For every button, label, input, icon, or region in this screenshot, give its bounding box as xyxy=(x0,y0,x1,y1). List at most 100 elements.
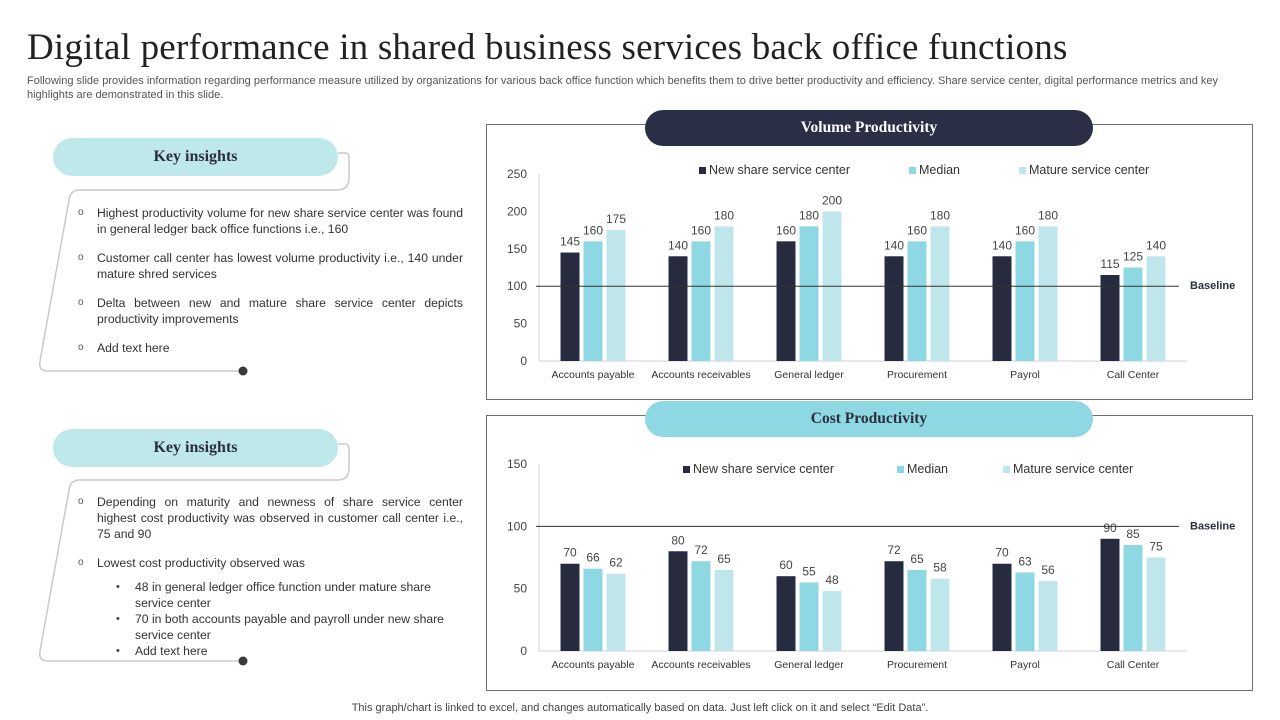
legend-swatch xyxy=(1019,167,1026,174)
bar xyxy=(907,241,927,361)
insights-list-1: Highest productivity volume for new shar… xyxy=(78,205,463,369)
data-label: 90 xyxy=(1103,521,1117,535)
insight-subitem: Add text here xyxy=(97,643,463,659)
data-label: 140 xyxy=(668,238,688,252)
key-insights-heading-2: Key insights xyxy=(53,429,338,467)
y-tick-label: 150 xyxy=(507,242,527,256)
data-label: 160 xyxy=(776,223,796,237)
y-tick-label: 100 xyxy=(507,279,527,293)
bar xyxy=(1146,557,1166,651)
x-tick-label: General ledger xyxy=(774,659,844,671)
volume-chart-title: Volume Productivity xyxy=(645,110,1093,146)
bar xyxy=(1123,545,1143,651)
bar xyxy=(1100,274,1120,361)
legend-label: Median xyxy=(907,462,948,476)
bar xyxy=(1038,581,1058,651)
data-label: 160 xyxy=(691,223,711,237)
x-tick-label: Procurement xyxy=(887,659,947,671)
data-label: 60 xyxy=(779,558,793,572)
y-tick-label: 50 xyxy=(514,582,528,596)
data-label: 66 xyxy=(586,551,600,565)
insight-item: Customer call center has lowest volume p… xyxy=(78,250,463,282)
data-label: 140 xyxy=(992,238,1012,252)
y-tick-label: 50 xyxy=(514,317,528,331)
y-tick-label: 250 xyxy=(507,167,527,181)
bar xyxy=(668,256,688,361)
x-tick-label: Procurement xyxy=(887,369,947,381)
key-insights-heading-1: Key insights xyxy=(53,138,338,176)
data-label: 175 xyxy=(606,212,626,226)
bar xyxy=(884,256,904,361)
cost-chart-title: Cost Productivity xyxy=(645,401,1093,437)
legend-swatch xyxy=(1003,466,1010,473)
bar xyxy=(822,591,842,651)
bar xyxy=(799,226,819,361)
bar xyxy=(884,561,904,651)
insight-item: Delta between new and mature share servi… xyxy=(78,295,463,327)
bar xyxy=(583,568,603,651)
bullet-dot-icon xyxy=(238,366,248,376)
legend-swatch xyxy=(699,167,706,174)
data-label: 160 xyxy=(907,223,927,237)
x-tick-label: Accounts receivables xyxy=(651,369,750,381)
bar xyxy=(1146,256,1166,361)
x-tick-label: Payrol xyxy=(1010,369,1040,381)
bar xyxy=(583,241,603,361)
data-label: 85 xyxy=(1126,527,1140,541)
footer-note: This graph/chart is linked to excel, and… xyxy=(351,702,929,714)
legend-label: New share service center xyxy=(709,163,850,177)
data-label: 145 xyxy=(560,235,580,249)
legend-swatch xyxy=(897,466,904,473)
baseline-label: Baseline xyxy=(1190,280,1235,292)
data-label: 65 xyxy=(717,552,731,566)
insight-subitem: 70 in both accounts payable and payroll … xyxy=(97,611,463,643)
data-label: 125 xyxy=(1123,250,1143,264)
data-label: 80 xyxy=(671,533,685,547)
insight-item: Add text here xyxy=(78,340,463,356)
bar xyxy=(776,241,796,361)
data-label: 160 xyxy=(1015,223,1035,237)
baseline-label: Baseline xyxy=(1190,520,1235,532)
bar xyxy=(691,561,711,651)
insight-item: Depending on maturity and newness of sha… xyxy=(78,494,463,542)
x-tick-label: Accounts receivables xyxy=(651,659,750,671)
bar xyxy=(560,563,580,651)
data-label: 48 xyxy=(825,573,839,587)
bar xyxy=(1123,267,1143,361)
bar xyxy=(907,569,927,651)
insight-item: Highest productivity volume for new shar… xyxy=(78,205,463,237)
insights-list-2: Depending on maturity and newness of sha… xyxy=(78,494,463,672)
page-subtitle: Following slide provides information reg… xyxy=(27,75,1219,101)
data-label: 180 xyxy=(714,208,734,222)
y-tick-label: 0 xyxy=(520,354,527,368)
x-tick-label: Payrol xyxy=(1010,659,1040,671)
bar xyxy=(606,573,626,651)
data-label: 62 xyxy=(609,556,623,570)
bar xyxy=(714,569,734,651)
data-label: 58 xyxy=(933,561,947,575)
insight-subitem: 48 in general ledger office function und… xyxy=(97,579,463,611)
bar xyxy=(930,578,950,651)
bar xyxy=(1015,241,1035,361)
data-label: 140 xyxy=(1146,238,1166,252)
data-label: 55 xyxy=(802,564,816,578)
y-tick-label: 0 xyxy=(520,644,527,658)
data-label: 200 xyxy=(822,193,842,207)
y-tick-label: 150 xyxy=(507,457,527,471)
bar xyxy=(1100,538,1120,651)
data-label: 180 xyxy=(1038,208,1058,222)
data-label: 75 xyxy=(1149,540,1163,554)
insight-brackets xyxy=(38,152,350,666)
volume-chart-frame: 0 50 100 150 200 250 Accounts payable 145 160 175… xyxy=(486,124,1253,400)
legend-label: Mature service center xyxy=(1029,163,1149,177)
data-label: 56 xyxy=(1041,563,1055,577)
bar xyxy=(1015,572,1035,651)
x-tick-label: Call Center xyxy=(1107,369,1160,381)
data-label: 72 xyxy=(887,543,901,557)
bar xyxy=(930,226,950,361)
data-label: 72 xyxy=(694,543,708,557)
insight-item-text: Lowest cost productivity observed was xyxy=(97,556,305,570)
x-tick-label: General ledger xyxy=(774,369,844,381)
bar xyxy=(799,582,819,651)
page-title: Digital performance in shared business s… xyxy=(27,27,1068,68)
